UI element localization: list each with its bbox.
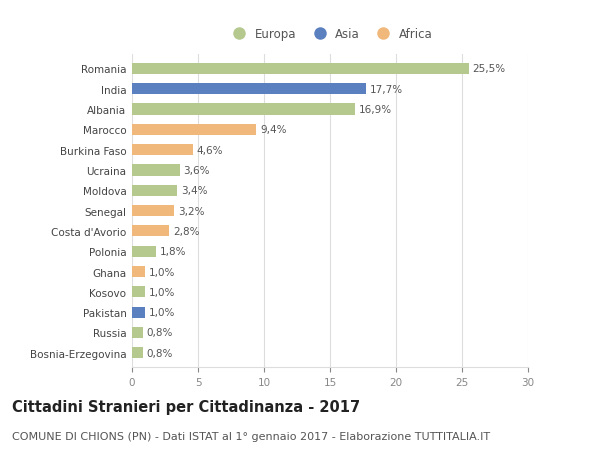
Text: 17,7%: 17,7% (370, 84, 403, 95)
Bar (132, 206, 174, 217)
Bar (132, 124, 256, 136)
Text: Cittadini Stranieri per Cittadinanza - 2017: Cittadini Stranieri per Cittadinanza - 2… (12, 399, 360, 414)
Text: 3,4%: 3,4% (181, 186, 208, 196)
Text: 1,0%: 1,0% (149, 287, 176, 297)
Bar (132, 327, 143, 338)
Text: COMUNE DI CHIONS (PN) - Dati ISTAT al 1° gennaio 2017 - Elaborazione TUTTITALIA.: COMUNE DI CHIONS (PN) - Dati ISTAT al 1°… (12, 431, 490, 442)
Bar (132, 266, 145, 278)
Text: 4,6%: 4,6% (197, 146, 223, 155)
Bar (132, 104, 355, 115)
Text: 1,0%: 1,0% (149, 267, 176, 277)
Bar (132, 307, 145, 318)
Bar (132, 165, 179, 176)
Text: 0,8%: 0,8% (146, 348, 173, 358)
Bar (132, 347, 143, 358)
Text: 0,8%: 0,8% (146, 328, 173, 338)
Text: 9,4%: 9,4% (260, 125, 287, 135)
Bar (132, 246, 156, 257)
Bar (132, 286, 145, 298)
Bar (132, 185, 177, 196)
Bar (132, 84, 365, 95)
Text: 3,6%: 3,6% (184, 166, 210, 176)
Bar (132, 64, 469, 75)
Bar (132, 145, 193, 156)
Text: 1,0%: 1,0% (149, 308, 176, 318)
Text: 3,2%: 3,2% (178, 206, 205, 216)
Legend: Europa, Asia, Africa: Europa, Asia, Africa (223, 23, 437, 46)
Text: 16,9%: 16,9% (359, 105, 392, 115)
Text: 2,8%: 2,8% (173, 226, 199, 236)
Bar (132, 226, 169, 237)
Text: 1,8%: 1,8% (160, 246, 186, 257)
Text: 25,5%: 25,5% (473, 64, 506, 74)
